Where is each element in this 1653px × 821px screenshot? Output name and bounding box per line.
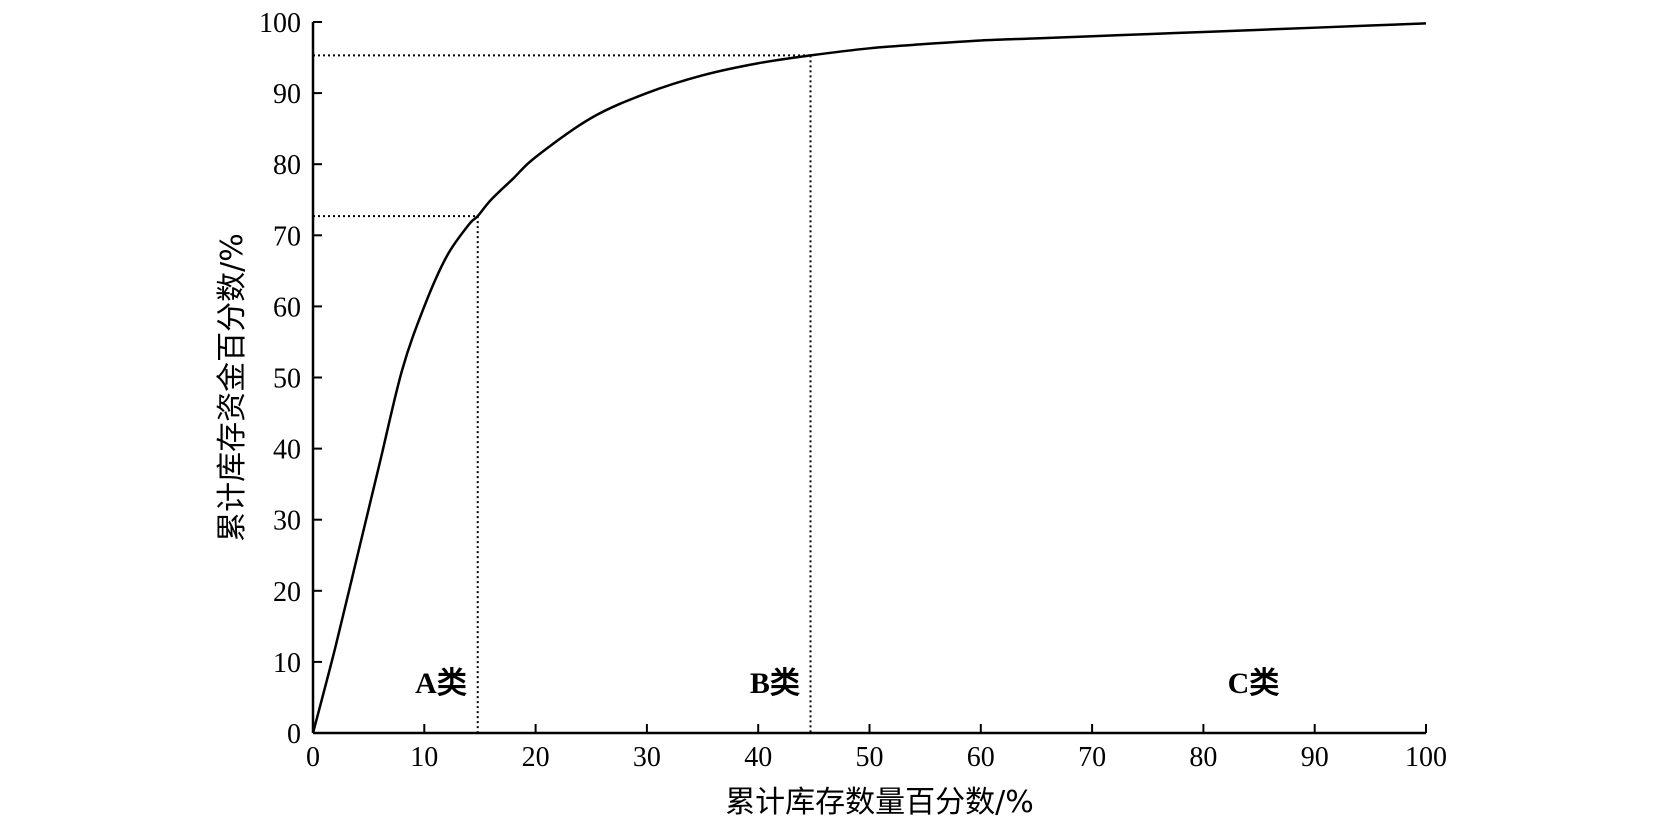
x-tick-label: 10	[410, 742, 438, 773]
axes	[311, 21, 1427, 735]
region-label: A类	[415, 667, 467, 700]
y-tick-label: 70	[273, 221, 301, 252]
x-axis-title: 累计库存数量百分数/%	[725, 785, 1034, 820]
region-labels: A类 B类 C类	[415, 667, 1279, 700]
x-tick-label: 90	[1301, 742, 1329, 773]
y-tick-label: 0	[287, 719, 301, 750]
cumulative-curve	[311, 22, 1427, 734]
reference-lines	[313, 54, 812, 733]
x-tick-label: 30	[633, 742, 661, 773]
x-tick-label: 100	[1405, 742, 1447, 773]
x-tick-label: 60	[967, 742, 995, 773]
x-tick-label: 80	[1189, 742, 1217, 773]
x-tick-label: 40	[744, 742, 772, 773]
x-tick-label: 70	[1078, 742, 1106, 773]
y-tick-label: 10	[273, 648, 301, 679]
y-tick-label: 50	[273, 364, 301, 395]
y-tick-label: 80	[273, 150, 301, 181]
y-tick-label: 30	[273, 506, 301, 537]
x-tick-label: 50	[856, 742, 884, 773]
y-axis-title: 累计库存资金百分数/%	[215, 233, 250, 542]
y-tick-label: 100	[259, 8, 301, 39]
y-tick-label: 90	[273, 79, 301, 110]
y-tick-label: 60	[273, 292, 301, 323]
x-tick-label: 0	[306, 742, 320, 773]
region-label: B类	[750, 667, 800, 700]
tick-labels: 0 10 20 30 40 50 60 70 80 90 100 0 10 20 30 40 50 60 70 80 9…	[259, 8, 1447, 773]
x-tick-label: 20	[522, 742, 550, 773]
region-label: C类	[1228, 667, 1280, 700]
y-tick-label: 20	[273, 577, 301, 608]
y-tick-label: 40	[273, 435, 301, 466]
